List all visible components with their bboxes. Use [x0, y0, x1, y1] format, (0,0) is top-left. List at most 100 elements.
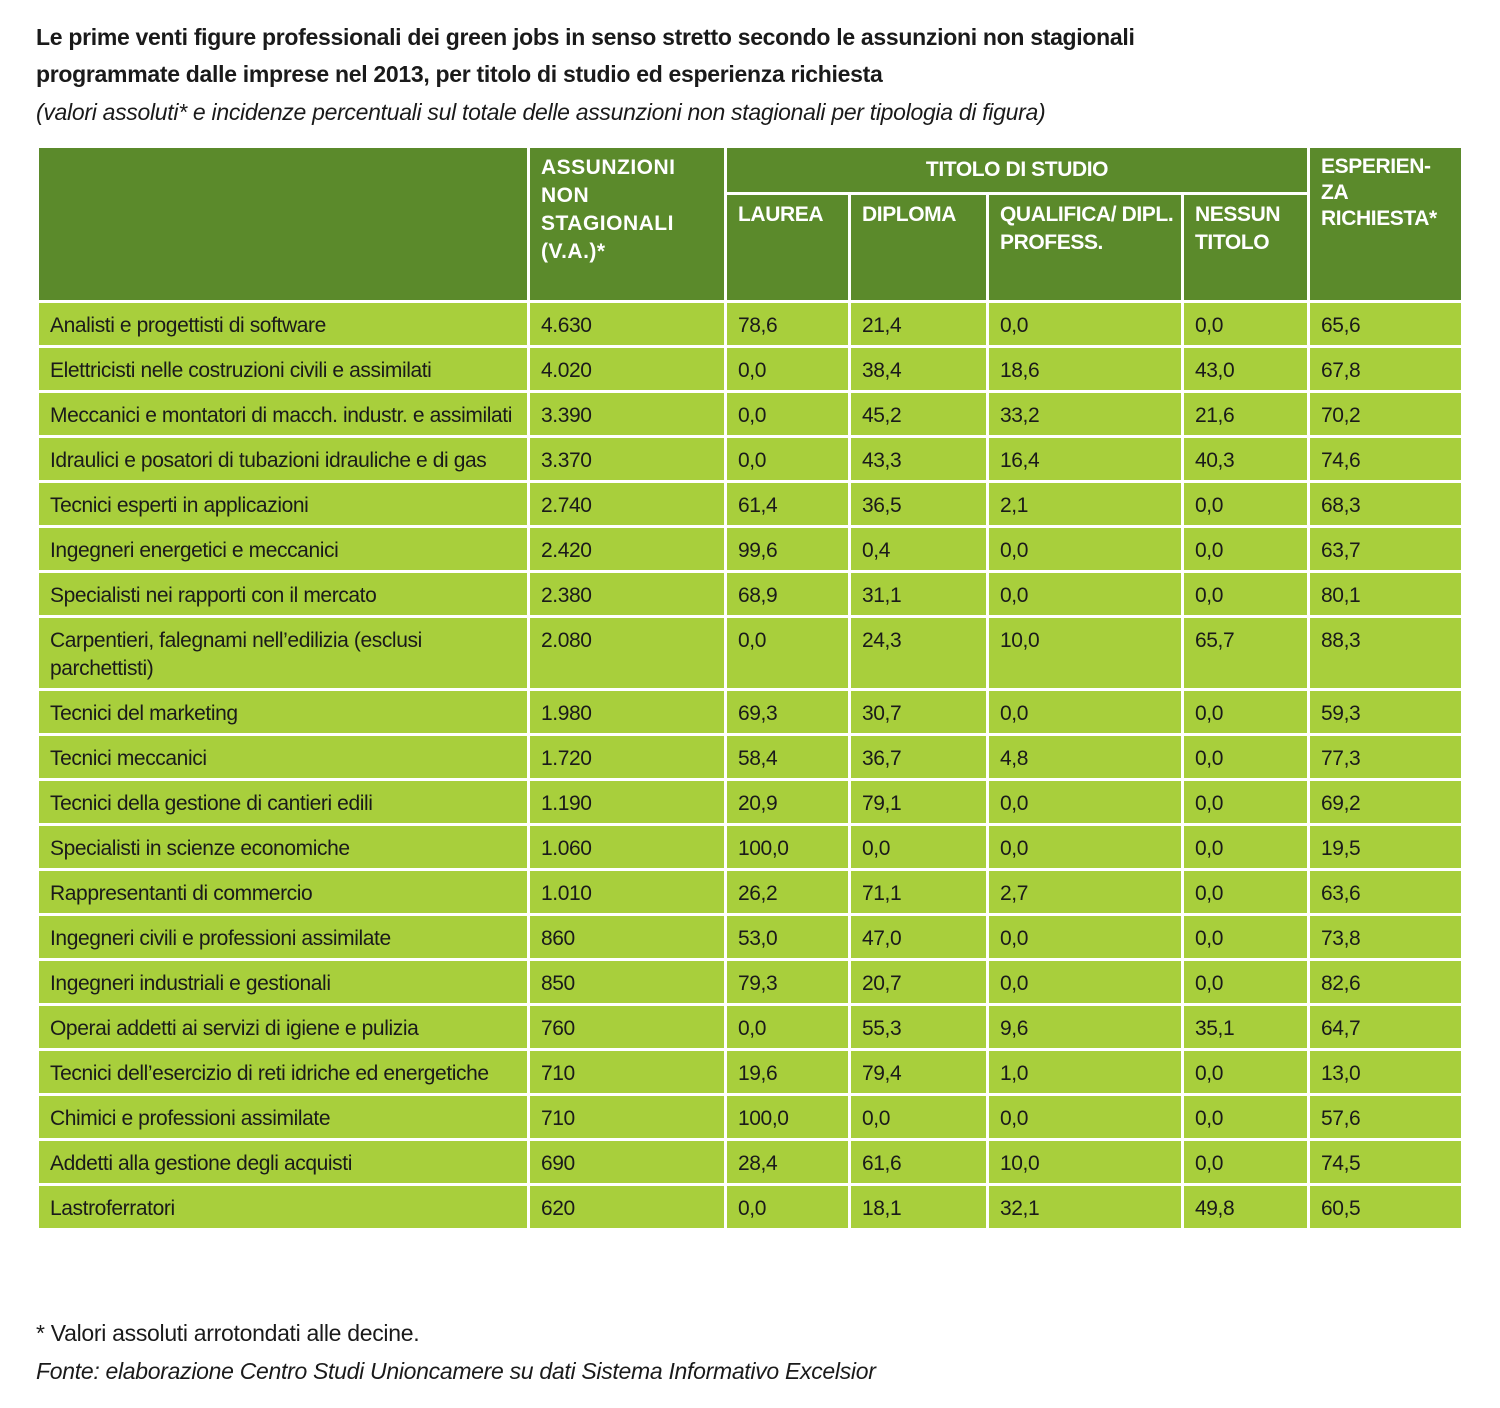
- table-row: Analisti e progettisti di software 4.630 7…: [36, 300, 1465, 348]
- title-line-1: Le prime venti figure professionali dei …: [36, 24, 1135, 50]
- cell-esperienza: 69,2: [1307, 778, 1465, 826]
- title-line-2: programmate dalle imprese nel 2013, per …: [36, 61, 883, 87]
- table-row: Tecnici esperti in applicazioni 2.740 61,4…: [36, 480, 1465, 528]
- cell-qualifica: 4,8: [986, 733, 1184, 781]
- cell-figure: Chimici e professioni assimilate: [36, 1093, 530, 1141]
- cell-assunzioni: 710: [527, 1048, 727, 1096]
- cell-nessun-titolo: 40,3: [1180, 435, 1311, 483]
- cell-figure: Tecnici della gestione di cantieri edili: [36, 778, 530, 826]
- table-row: Specialisti in scienze economiche 1.060 10…: [36, 823, 1465, 871]
- footnote: * Valori assoluti arrotondati alle decin…: [36, 1320, 420, 1346]
- cell-nessun-titolo: 35,1: [1180, 1003, 1311, 1051]
- cell-nessun-titolo: 0,0: [1180, 778, 1311, 826]
- table-row: Ingegneri energetici e meccanici 2.420 99,…: [36, 525, 1465, 573]
- cell-nessun-titolo: 0,0: [1180, 480, 1311, 528]
- cell-nessun-titolo: 0,0: [1180, 1138, 1311, 1186]
- cell-nessun-titolo: 65,7: [1180, 615, 1311, 691]
- cell-assunzioni: 2.080: [527, 615, 727, 691]
- cell-qualifica: 0,0: [986, 688, 1184, 736]
- header-diploma: DIPLOMA: [848, 192, 989, 303]
- cell-diploma: 55,3: [848, 1003, 989, 1051]
- cell-laurea: 0,0: [724, 1183, 851, 1231]
- cell-qualifica: 0,0: [986, 300, 1184, 348]
- cell-qualifica: 2,1: [986, 480, 1184, 528]
- cell-qualifica: 1,0: [986, 1048, 1184, 1096]
- cell-figure: Tecnici meccanici: [36, 733, 530, 781]
- table-row: Meccanici e montatori di macch. industr.…: [36, 390, 1465, 438]
- table-row: Addetti alla gestione degli acquisti 690 2…: [36, 1138, 1465, 1186]
- cell-assunzioni: 690: [527, 1138, 727, 1186]
- cell-qualifica: 0,0: [986, 1093, 1184, 1141]
- cell-diploma: 21,4: [848, 300, 989, 348]
- header-figure: [36, 145, 530, 303]
- cell-assunzioni: 1.720: [527, 733, 727, 781]
- cell-esperienza: 80,1: [1307, 570, 1465, 618]
- table-row: Chimici e professioni assimilate 710 100,0…: [36, 1093, 1465, 1141]
- cell-esperienza: 57,6: [1307, 1093, 1465, 1141]
- cell-assunzioni: 860: [527, 913, 727, 961]
- cell-laurea: 26,2: [724, 868, 851, 916]
- cell-assunzioni: 4.020: [527, 345, 727, 393]
- cell-assunzioni: 1.010: [527, 868, 727, 916]
- cell-nessun-titolo: 0,0: [1180, 688, 1311, 736]
- table-row: Tecnici del marketing 1.980 69,3 30,7 0,0 0,0…: [36, 688, 1465, 736]
- cell-diploma: 79,4: [848, 1048, 989, 1096]
- cell-esperienza: 65,6: [1307, 300, 1465, 348]
- source-note: Fonte: elaborazione Centro Studi Unionca…: [36, 1358, 876, 1384]
- cell-qualifica: 10,0: [986, 1138, 1184, 1186]
- cell-figure: Tecnici del marketing: [36, 688, 530, 736]
- subtitle: (valori assoluti* e incidenze percentual…: [36, 99, 1046, 125]
- cell-assunzioni: 760: [527, 1003, 727, 1051]
- cell-laurea: 0,0: [724, 345, 851, 393]
- cell-laurea: 19,6: [724, 1048, 851, 1096]
- table-row: Operai addetti ai servizi di igiene e pu…: [36, 1003, 1465, 1051]
- cell-laurea: 58,4: [724, 733, 851, 781]
- cell-laurea: 0,0: [724, 390, 851, 438]
- cell-esperienza: 13,0: [1307, 1048, 1465, 1096]
- cell-assunzioni: 620: [527, 1183, 727, 1231]
- cell-nessun-titolo: 49,8: [1180, 1183, 1311, 1231]
- cell-laurea: 100,0: [724, 823, 851, 871]
- cell-qualifica: 0,0: [986, 570, 1184, 618]
- cell-assunzioni: 2.380: [527, 570, 727, 618]
- cell-assunzioni: 850: [527, 958, 727, 1006]
- cell-nessun-titolo: 0,0: [1180, 570, 1311, 618]
- cell-qualifica: 18,6: [986, 345, 1184, 393]
- cell-figure: Addetti alla gestione degli acquisti: [36, 1138, 530, 1186]
- data-table: ASSUNZIONI NON STAGIONALI (V.A.)* TITOLO…: [36, 145, 1465, 1231]
- cell-diploma: 61,6: [848, 1138, 989, 1186]
- cell-esperienza: 67,8: [1307, 345, 1465, 393]
- cell-nessun-titolo: 0,0: [1180, 868, 1311, 916]
- cell-figure: Ingegneri industriali e gestionali: [36, 958, 530, 1006]
- cell-esperienza: 74,6: [1307, 435, 1465, 483]
- cell-esperienza: 82,6: [1307, 958, 1465, 1006]
- cell-diploma: 0,4: [848, 525, 989, 573]
- cell-qualifica: 10,0: [986, 615, 1184, 691]
- cell-nessun-titolo: 0,0: [1180, 525, 1311, 573]
- table-row: Ingegneri civili e professioni assimilat…: [36, 913, 1465, 961]
- cell-laurea: 0,0: [724, 1003, 851, 1051]
- cell-assunzioni: 1.980: [527, 688, 727, 736]
- table-row: Carpentieri, falegnami nell’edilizia (es…: [36, 615, 1465, 691]
- cell-esperienza: 68,3: [1307, 480, 1465, 528]
- cell-qualifica: 9,6: [986, 1003, 1184, 1051]
- cell-laurea: 0,0: [724, 435, 851, 483]
- header-laurea: LAUREA: [724, 192, 851, 303]
- cell-qualifica: 0,0: [986, 525, 1184, 573]
- cell-esperienza: 60,5: [1307, 1183, 1465, 1231]
- cell-assunzioni: 2.740: [527, 480, 727, 528]
- cell-nessun-titolo: 21,6: [1180, 390, 1311, 438]
- cell-qualifica: 16,4: [986, 435, 1184, 483]
- cell-esperienza: 77,3: [1307, 733, 1465, 781]
- cell-figure: Carpentieri, falegnami nell’edilizia (es…: [36, 615, 530, 691]
- cell-esperienza: 74,5: [1307, 1138, 1465, 1186]
- cell-laurea: 61,4: [724, 480, 851, 528]
- cell-esperienza: 19,5: [1307, 823, 1465, 871]
- cell-qualifica: 0,0: [986, 913, 1184, 961]
- cell-esperienza: 88,3: [1307, 615, 1465, 691]
- cell-laurea: 68,9: [724, 570, 851, 618]
- cell-assunzioni: 710: [527, 1093, 727, 1141]
- cell-diploma: 18,1: [848, 1183, 989, 1231]
- cell-nessun-titolo: 0,0: [1180, 958, 1311, 1006]
- table-row: Ingegneri industriali e gestionali 850 79,…: [36, 958, 1465, 1006]
